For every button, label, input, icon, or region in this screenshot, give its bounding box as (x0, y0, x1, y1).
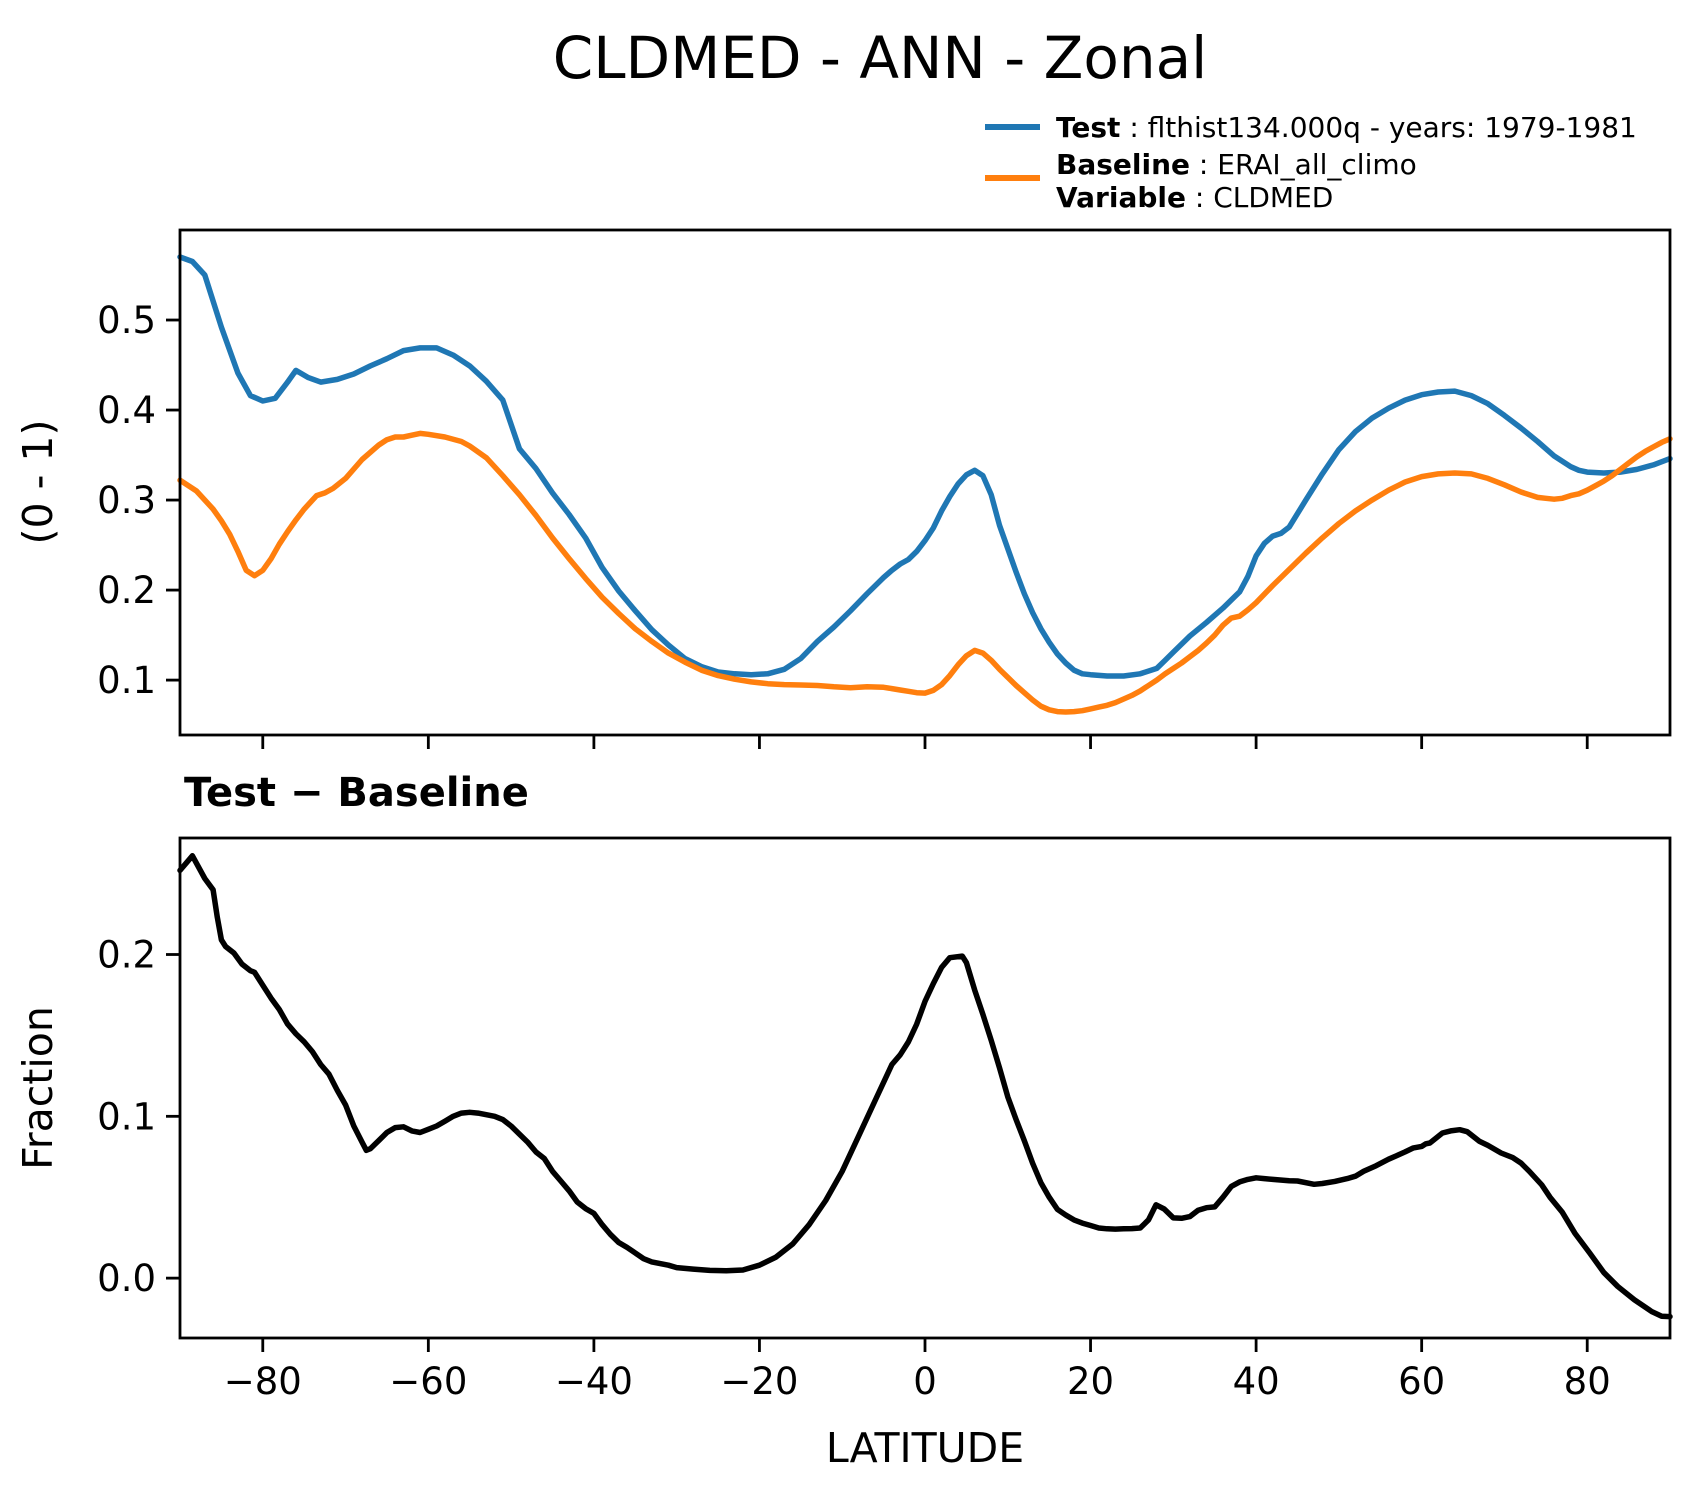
y-tick-label: 0.5 (97, 299, 156, 342)
legend-variable-label-rest: : CLDMED (1186, 181, 1333, 214)
panel-top-series (177, 254, 1673, 715)
panel-top-y-axis-label: (0 - 1) (14, 419, 62, 544)
x-tick-label: 60 (1398, 1360, 1445, 1403)
legend-baseline-label-rest: : ERAI_all_climo (1190, 148, 1417, 181)
legend-variable-label-bold: Variable (1056, 181, 1186, 214)
series-line-test (177, 254, 1673, 679)
panel-bottom-border (178, 836, 1672, 1340)
x-tick-label: −80 (224, 1360, 302, 1403)
y-tick-label: 0.1 (97, 1095, 156, 1138)
x-axis-label: LATITUDE (826, 1424, 1024, 1472)
panel-bottom-series (177, 853, 1673, 1320)
y-tick-label: 0.3 (97, 479, 156, 522)
legend-test-label: Test : flthist134.000q - years: 1979-198… (1056, 111, 1637, 144)
series-line-test-baseline (177, 853, 1673, 1320)
legend-baseline-label: Baseline : ERAI_all_climo (1056, 148, 1417, 181)
panel-top-ticks: 0.1 0.2 0.3 0.4 0.5 (97, 299, 1589, 749)
y-tick-label: 0.2 (97, 934, 156, 977)
x-tick-label: 40 (1233, 1360, 1280, 1403)
x-tick-label: 20 (1067, 1360, 1114, 1403)
y-tick-label: 0.4 (97, 389, 156, 432)
legend-test-label-bold: Test (1056, 111, 1120, 144)
y-tick-label: 0.2 (97, 569, 156, 612)
difference-panel-title: Test − Baseline (184, 770, 529, 816)
panel-top-border (178, 228, 1672, 737)
panel-bottom-y-axis-label: Fraction (14, 1006, 62, 1170)
panel-bottom-difference: −80 −60 −40 −20 0 20 40 60 800.00.10.2 Fraction … (14, 836, 1673, 1472)
x-tick-label: −20 (720, 1360, 798, 1403)
legend-baseline-label-bold: Baseline (1056, 148, 1190, 181)
panel-bottom-ticks: −80 −60 −40 −20 0 20 40 60 80 0.0 0.1 0.2 (97, 934, 1611, 1403)
legend-test-label-rest: : flthist134.000q - years: 1979-1981 (1120, 111, 1636, 144)
series-line-baseline (177, 430, 1673, 715)
x-tick-label: 80 (1564, 1360, 1611, 1403)
y-tick-label: 0.0 (97, 1257, 156, 1300)
x-tick-label: −40 (555, 1360, 633, 1403)
panel-top-absolute: 0.1 0.2 0.3 0.4 0.5 (0 - 1) (14, 228, 1673, 749)
legend: Test : flthist134.000q - years: 1979-198… (985, 111, 1637, 214)
x-tick-label: −60 (389, 1360, 467, 1403)
legend-variable-label: Variable : CLDMED (1056, 181, 1333, 214)
y-tick-label: 0.1 (97, 659, 156, 702)
x-tick-label: 0 (913, 1360, 937, 1403)
figure-title: CLDMED - ANN - Zonal (553, 24, 1208, 92)
